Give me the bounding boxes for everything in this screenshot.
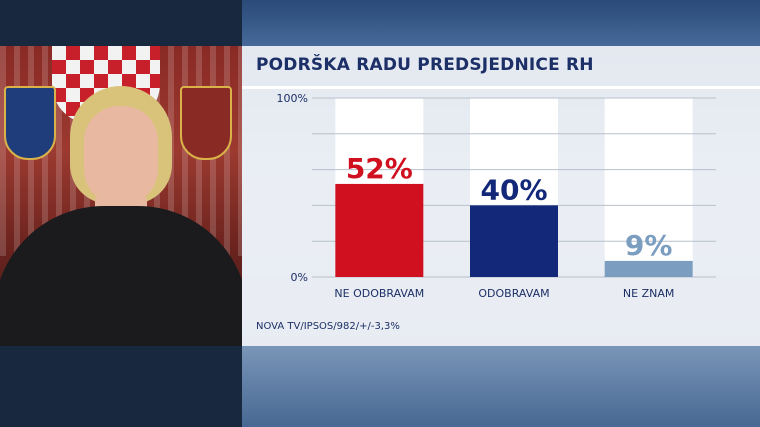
- bar-1: [335, 183, 424, 277]
- presenter-photo: [0, 46, 242, 346]
- bar-value-label-3: 9%: [625, 229, 673, 262]
- left-shield-emblem: [4, 86, 56, 160]
- column-background: [604, 98, 693, 277]
- y-tick-label-0: 0%: [291, 271, 308, 284]
- y-tick-label-100: 100%: [277, 92, 308, 105]
- right-shield-emblem: [180, 86, 232, 160]
- bar-2: [470, 205, 558, 277]
- category-label-1: NE ODOBRAVAM: [334, 287, 424, 300]
- bar-value-label-2: 40%: [480, 173, 547, 206]
- title-divider: [242, 86, 760, 89]
- bar-3: [604, 260, 693, 277]
- bar-value-label-1: 52%: [346, 152, 413, 185]
- person-face: [84, 106, 158, 206]
- chart-title: PODRŠKA RADU PREDSJEDNICE RH: [256, 55, 594, 75]
- person-jacket: [0, 206, 242, 346]
- category-label-2: ODOBRAVAM: [478, 287, 549, 300]
- bar-chart: 100% 0% 52% NE ODOBRAVAM 40% ODOBRAVAM 9% NE ZN…: [277, 92, 716, 300]
- source-note: NOVA TV/IPSOS/982/+/-3,3%: [256, 321, 400, 332]
- category-label-3: NE ZNAM: [623, 287, 674, 300]
